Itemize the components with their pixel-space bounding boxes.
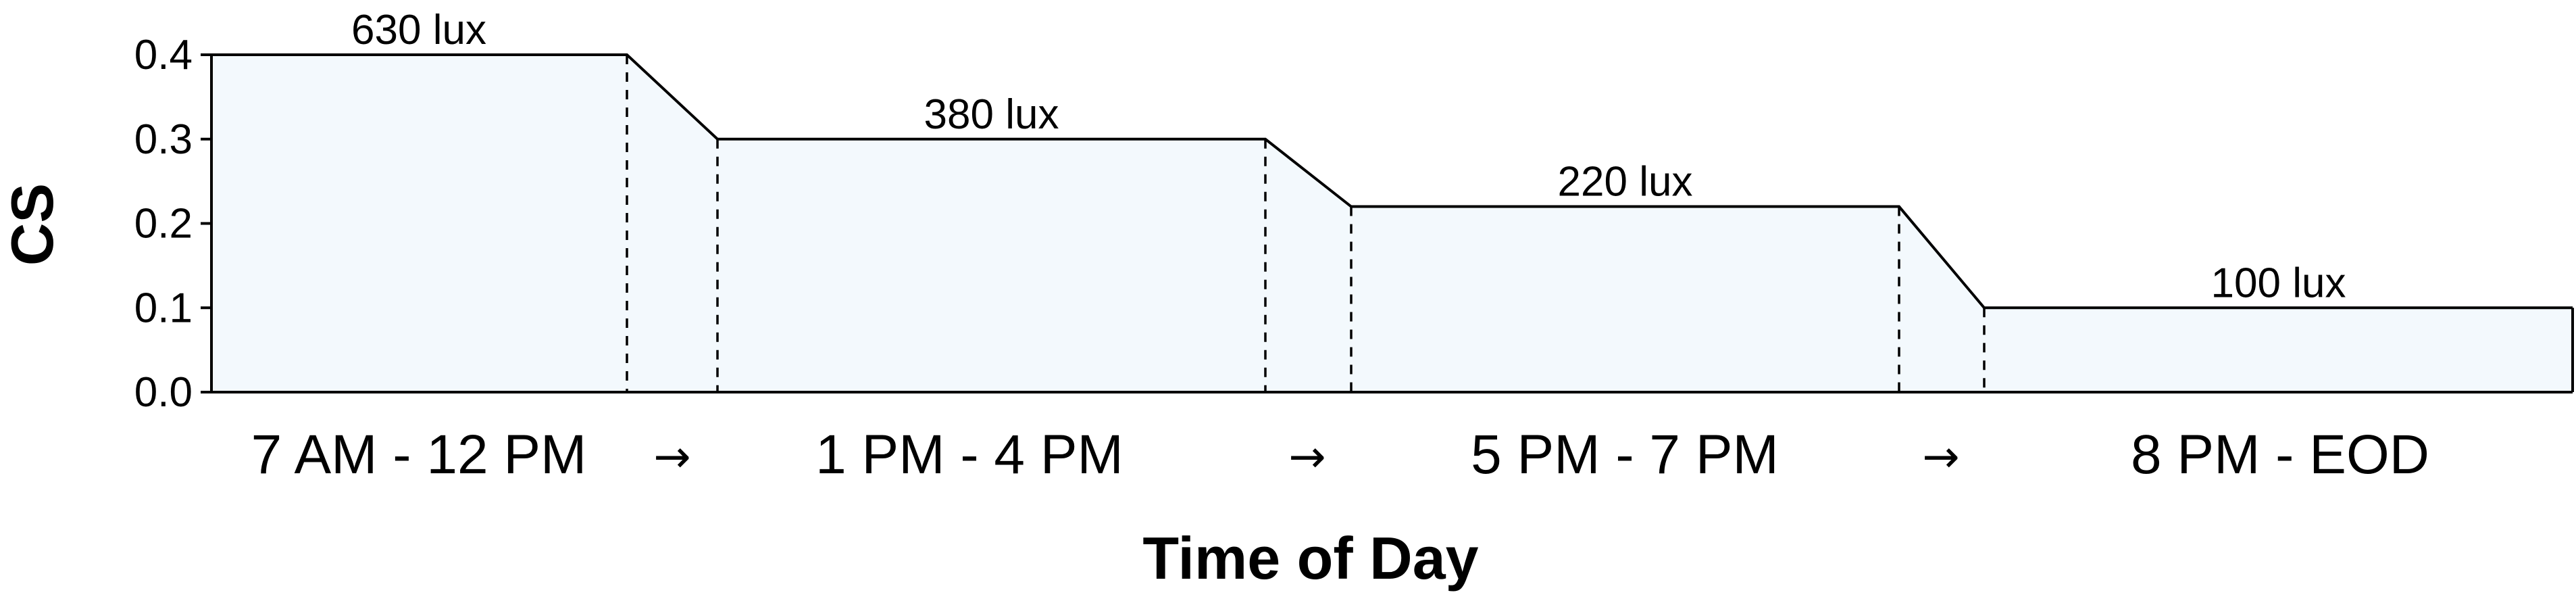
lux-annotation: 630 lux	[351, 7, 486, 53]
y-axis-title: CS	[0, 183, 66, 266]
y-tick-label: 0.3	[134, 116, 193, 163]
x-segment-label: 5 PM - 7 PM	[1471, 424, 1779, 485]
transition-arrow: →	[1288, 431, 1325, 483]
y-tick-label: 0.4	[134, 32, 193, 78]
y-tick-label: 0.2	[134, 201, 193, 247]
transition-arrow: →	[1922, 431, 1959, 483]
x-segment-label: 1 PM - 4 PM	[815, 424, 1123, 485]
x-axis-title: Time of Day	[1142, 525, 1478, 592]
x-segment-label: 8 PM - EOD	[2131, 424, 2429, 485]
transition-dashed-lines	[626, 55, 1986, 392]
transition-arrow: →	[653, 431, 690, 483]
lux-annotations: 630 lux 380 lux 220 lux 100 lux	[351, 7, 2346, 306]
x-segment-label: 7 AM - 12 PM	[251, 424, 587, 485]
y-tick-label: 0.1	[134, 285, 193, 331]
lux-annotation: 220 lux	[1558, 159, 1693, 206]
cs-area-fill	[211, 55, 2573, 392]
y-ticks: 0.0 0.1 0.2 0.3 0.4	[134, 32, 211, 416]
lux-annotation: 100 lux	[2211, 260, 2346, 306]
lux-annotation: 380 lux	[924, 91, 1059, 138]
y-tick-label: 0.0	[134, 369, 193, 416]
cs-line	[211, 53, 2573, 310]
x-segment-labels: 7 AM - 12 PM 1 PM - 4 PM 5 PM - 7 PM 8 PM -…	[251, 424, 2429, 485]
